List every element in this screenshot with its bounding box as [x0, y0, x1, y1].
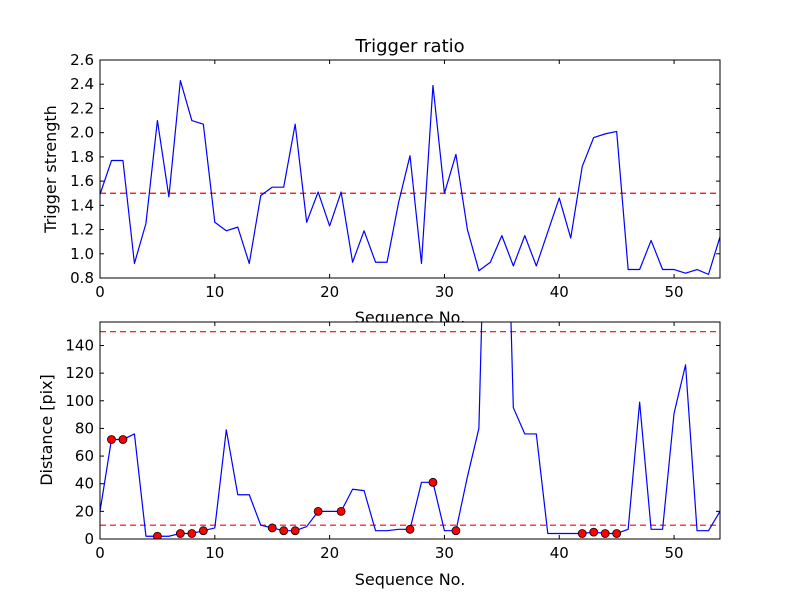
bottom-chart: 0 10 20 30 40 50 0 20 40 60 80 100 120 140 Sequence N… [37, 321, 721, 589]
bottom-x-tick-label: 30 [435, 544, 454, 562]
bottom-data-point [451, 526, 461, 536]
bottom-y-tick-label: 20 [75, 502, 94, 520]
bottom-x-tick-label: 50 [665, 544, 684, 562]
bottom-y-tick-label: 120 [65, 364, 94, 382]
top-plot-area [100, 60, 720, 278]
bottom-y-axis-label: Distance [pix] [37, 374, 56, 486]
top-plot-frame [99, 59, 721, 279]
top-data-layer [100, 79, 720, 275]
top-y-tick-label: 2.0 [70, 124, 94, 142]
bottom-data-point [175, 529, 185, 538]
bottom-y-tick-label: 80 [75, 419, 94, 437]
bottom-x-axis-label: Sequence No. [355, 570, 466, 589]
bottom-data-layer [100, 322, 720, 539]
bottom-data-point [612, 529, 622, 538]
top-x-tick-label: 50 [665, 283, 684, 301]
top-y-tick-label: 1.8 [70, 148, 94, 166]
top-x-tick-label: 30 [435, 283, 454, 301]
top-y-tick-label: 0.8 [70, 269, 94, 287]
bottom-data-point [107, 435, 116, 444]
bottom-plot-area [100, 322, 720, 539]
top-x-tick-label: 0 [95, 283, 105, 301]
top-y-tick-label: 1.0 [70, 245, 94, 263]
top-y-axis-label: Trigger strength [41, 105, 60, 234]
bottom-data-point [118, 435, 128, 444]
bottom-x-tick-label: 20 [320, 544, 339, 562]
top-x-tick-label: 20 [320, 283, 339, 301]
top-y-tick-label: 1.4 [70, 196, 94, 214]
top-y-tick-label: 2.6 [70, 51, 94, 69]
top-chart-title: Trigger ratio [354, 36, 464, 57]
bottom-data-point [600, 529, 610, 538]
bottom-data-point [290, 526, 300, 536]
bottom-y-tick-label: 60 [75, 447, 94, 465]
top-series-line [100, 79, 720, 275]
top-y-tick-label: 2.4 [70, 75, 94, 93]
bottom-data-point [187, 529, 197, 538]
top-x-tick-label: 40 [550, 283, 569, 301]
bottom-y-tick-label: 0 [84, 530, 94, 548]
bottom-plot-frame [99, 321, 721, 540]
top-x-tick-label: 10 [205, 283, 224, 301]
top-y-tick-label: 1.6 [70, 172, 94, 190]
bottom-data-point [336, 506, 346, 516]
bottom-y-tick-label: 140 [65, 336, 94, 354]
bottom-y-tick-label: 100 [65, 392, 94, 410]
bottom-y-tick-label: 40 [75, 475, 94, 493]
bottom-x-tick-label: 0 [95, 544, 105, 562]
bottom-data-point [279, 526, 289, 536]
bottom-x-tick-label: 40 [550, 544, 569, 562]
bottom-data-point [267, 523, 277, 533]
bottom-data-point [198, 526, 208, 536]
top-y-tick-label: 2.2 [70, 99, 94, 117]
bottom-data-point [589, 527, 599, 537]
top-y-tick-label: 1.2 [70, 221, 94, 239]
bottom-data-point [405, 524, 415, 534]
bottom-ticks: 0 10 20 30 40 50 0 20 40 60 80 100 120 140 [65, 322, 720, 562]
bottom-x-tick-label: 10 [205, 544, 224, 562]
bottom-data-point [313, 506, 323, 516]
bottom-data-point [577, 529, 587, 538]
bottom-data-point [153, 531, 162, 539]
bottom-data-point [428, 477, 438, 487]
top-chart: 0 10 20 30 40 50 0.8 1.0 1.2 1.4 1.6 1.8 2.0 2.2 2.4 2.… [41, 36, 721, 327]
top-ticks: 0 10 20 30 40 50 0.8 1.0 1.2 1.4 1.6 1.8 2.0 2.2 2.4 2.… [70, 51, 720, 301]
